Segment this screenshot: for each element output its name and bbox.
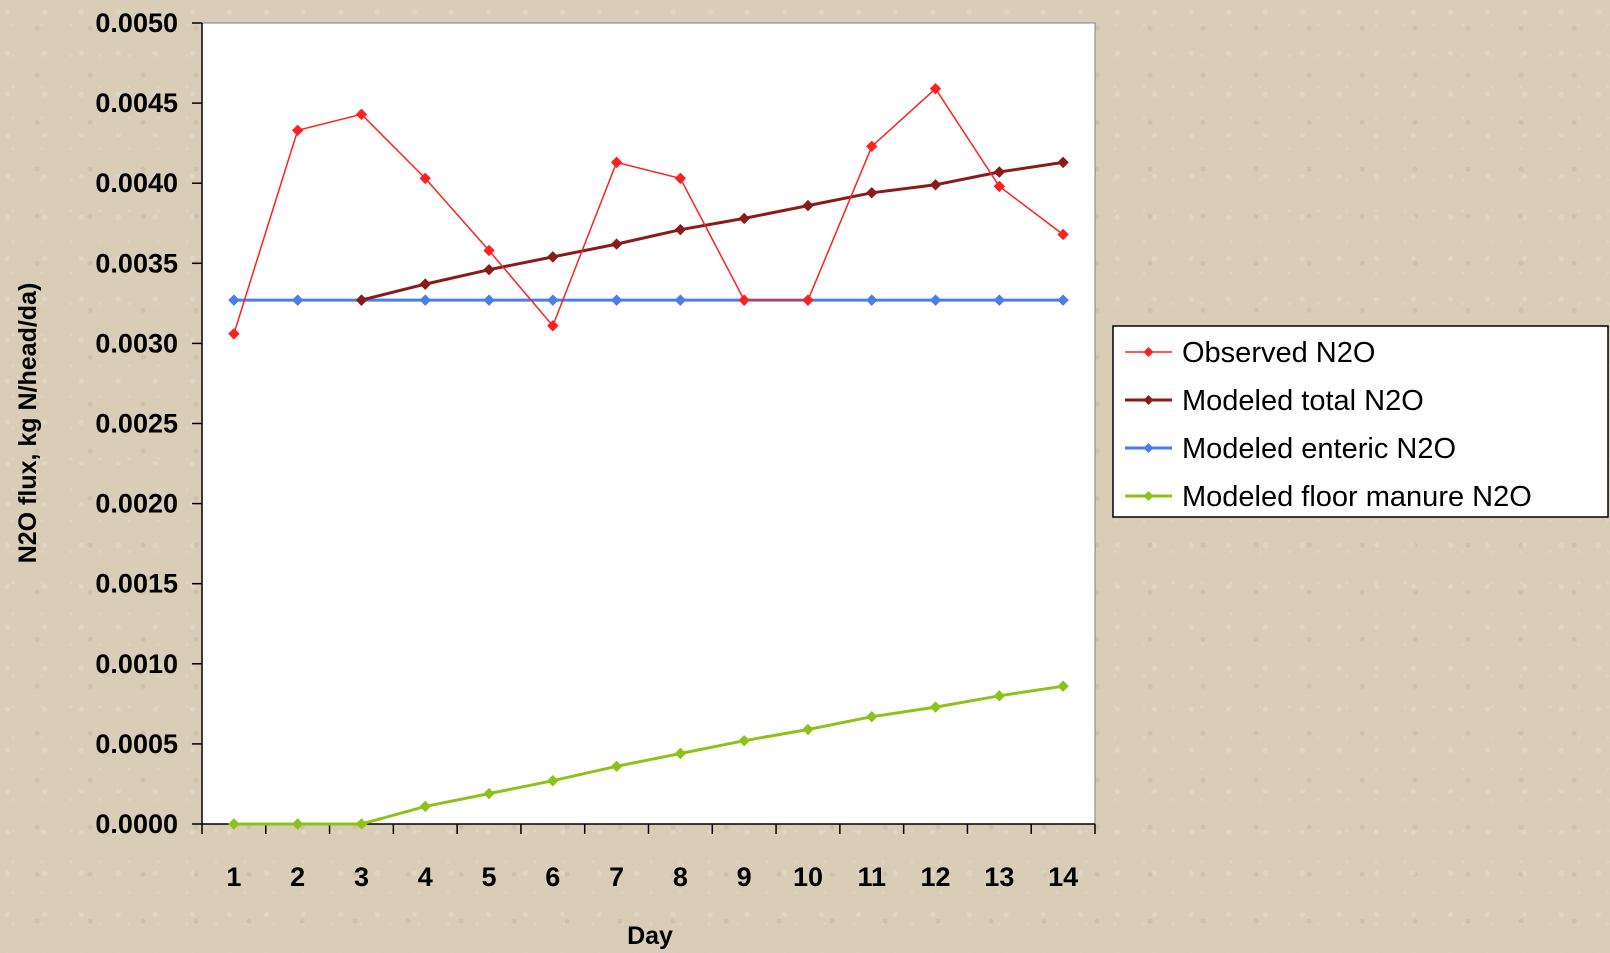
y-tick-label: 0.0030 bbox=[95, 328, 178, 358]
y-tick-label: 0.0000 bbox=[95, 809, 178, 839]
y-tick-label: 0.0010 bbox=[95, 649, 178, 679]
x-tick-label: 6 bbox=[545, 862, 560, 892]
legend-label: Observed N2O bbox=[1182, 337, 1375, 369]
x-tick-label: 13 bbox=[984, 862, 1014, 892]
y-tick-label: 0.0005 bbox=[95, 729, 178, 759]
legend: Observed N2O Modeled total N2O Modeled ent… bbox=[1113, 326, 1608, 517]
x-axis: 1 2 3 4 5 6 7 8 9 10 11 12 13 14 bbox=[202, 824, 1095, 892]
x-axis-title: Day bbox=[627, 922, 673, 950]
y-axis: 0.0000 0.0005 0.0010 0.0015 0.0020 0.0025 0.00… bbox=[95, 8, 202, 839]
y-tick-label: 0.0040 bbox=[95, 168, 178, 198]
x-tick-label: 7 bbox=[609, 862, 624, 892]
x-tick-label: 10 bbox=[793, 862, 823, 892]
y-tick-label: 0.0015 bbox=[95, 569, 178, 599]
x-tick-label: 5 bbox=[482, 862, 497, 892]
x-tick-label: 14 bbox=[1048, 862, 1078, 892]
legend-label: Modeled total N2O bbox=[1182, 385, 1424, 417]
x-tick-label: 1 bbox=[226, 862, 241, 892]
legend-label: Modeled enteric N2O bbox=[1182, 433, 1456, 465]
y-tick-label: 0.0045 bbox=[95, 88, 178, 118]
x-tick-label: 8 bbox=[673, 862, 688, 892]
y-tick-label: 0.0020 bbox=[95, 489, 178, 519]
y-tick-label: 0.0035 bbox=[95, 248, 178, 278]
x-tick-label: 3 bbox=[354, 862, 369, 892]
y-tick-label: 0.0025 bbox=[95, 409, 178, 439]
x-tick-label: 4 bbox=[418, 862, 433, 892]
y-tick-label: 0.0050 bbox=[95, 8, 178, 38]
x-tick-label: 11 bbox=[857, 862, 886, 892]
legend-label: Modeled floor manure N2O bbox=[1182, 481, 1532, 513]
x-tick-label: 9 bbox=[737, 862, 752, 892]
x-tick-label: 2 bbox=[290, 862, 305, 892]
y-axis-title: N2O flux, kg N/head/da) bbox=[14, 283, 42, 564]
x-tick-label: 12 bbox=[921, 862, 951, 892]
